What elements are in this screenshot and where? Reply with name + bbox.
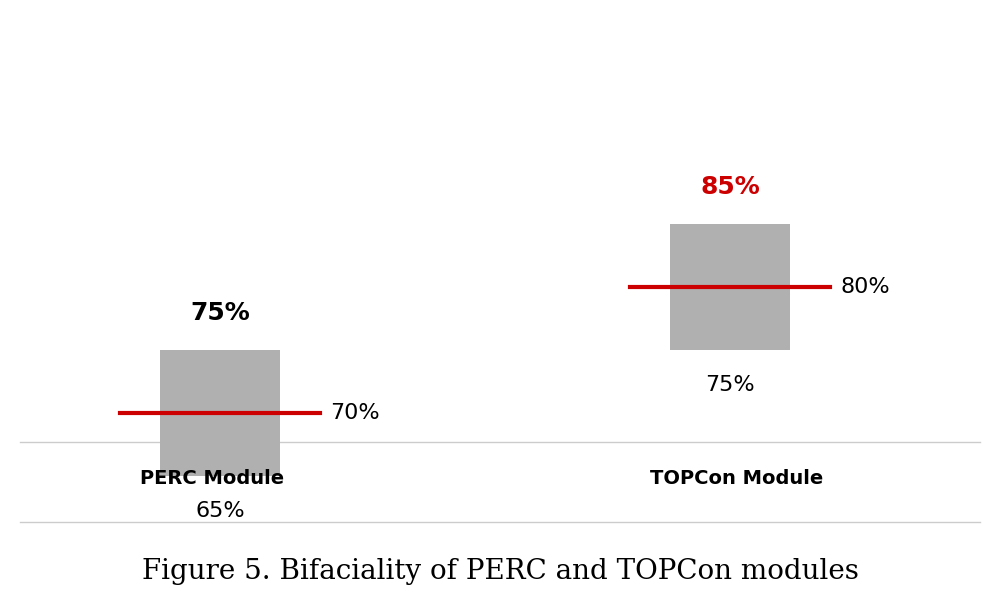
Text: 65%: 65%	[195, 501, 245, 521]
Text: 75%: 75%	[705, 375, 755, 395]
Bar	[670, 223, 790, 350]
Text: TOPCon Module: TOPCon Module	[650, 470, 823, 488]
Bar	[160, 350, 280, 476]
Text: Figure 5. Bifaciality of PERC and TOPCon modules: Figure 5. Bifaciality of PERC and TOPCon…	[142, 558, 858, 585]
Text: PERC Module: PERC Module	[140, 470, 284, 488]
Text: 70%: 70%	[330, 403, 380, 423]
Text: 80%: 80%	[840, 277, 890, 297]
Text: 85%: 85%	[700, 175, 760, 199]
Text: 75%: 75%	[190, 301, 250, 325]
